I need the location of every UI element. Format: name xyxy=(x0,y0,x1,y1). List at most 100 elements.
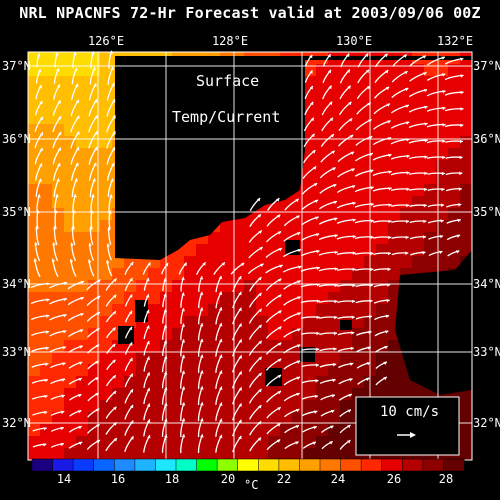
current-arrowhead xyxy=(91,194,95,198)
current-arrowhead xyxy=(334,283,338,288)
sst-cell xyxy=(220,220,233,233)
sst-cell xyxy=(376,244,389,257)
sst-cell xyxy=(40,220,53,233)
colorbar-swatch xyxy=(402,458,424,472)
sst-cell xyxy=(40,316,53,329)
sst-cell xyxy=(88,112,101,125)
current-arrowhead xyxy=(113,438,117,442)
current-arrowhead xyxy=(181,402,186,406)
sst-cell xyxy=(424,76,437,89)
current-arrowhead xyxy=(78,394,82,398)
sst-cell xyxy=(460,100,473,113)
current-arrowhead xyxy=(199,291,204,296)
current-arrowhead xyxy=(313,426,317,430)
sst-cell xyxy=(376,196,389,209)
current-arrowhead xyxy=(332,378,336,383)
sst-cell xyxy=(52,352,65,365)
sst-cell xyxy=(28,400,41,413)
sst-cell xyxy=(64,112,77,125)
sst-cell xyxy=(52,208,65,221)
current-arrowhead xyxy=(347,440,351,444)
sst-cell xyxy=(388,340,401,353)
sst-cell xyxy=(232,244,245,257)
sst-cell xyxy=(100,112,113,125)
sst-cell xyxy=(112,376,125,389)
sst-cell xyxy=(64,412,77,425)
sst-cell xyxy=(52,292,65,305)
current-arrowhead xyxy=(258,372,262,377)
current-arrowhead xyxy=(351,168,355,172)
current-arrowhead xyxy=(298,265,302,270)
sst-cell xyxy=(28,88,41,101)
current-arrowhead xyxy=(311,133,315,138)
current-arrowhead xyxy=(89,226,93,230)
current-arrowhead xyxy=(405,235,409,240)
current-arrowhead xyxy=(112,147,116,151)
colorbar-swatch xyxy=(196,458,218,472)
current-arrowhead xyxy=(297,312,301,316)
sst-cell xyxy=(196,280,209,293)
sst-cell xyxy=(184,268,197,281)
current-arrowhead xyxy=(369,299,373,303)
sst-cell xyxy=(436,124,449,137)
current-arrowhead xyxy=(106,243,111,247)
current-arrowhead xyxy=(406,154,410,159)
sst-cell xyxy=(304,88,317,101)
sst-cell xyxy=(196,388,209,401)
sst-cell xyxy=(388,160,401,173)
current-arrowhead xyxy=(351,331,355,335)
sst-cell xyxy=(268,448,281,461)
sst-cell xyxy=(376,352,389,365)
sst-cell xyxy=(304,304,317,317)
sst-cell xyxy=(340,196,353,209)
sst-cell xyxy=(352,88,365,101)
sst-cell xyxy=(244,448,257,461)
sst-cell xyxy=(220,280,233,293)
current-arrowhead xyxy=(369,152,373,157)
sst-cell xyxy=(244,304,257,317)
sst-cell xyxy=(88,352,101,365)
sst-cell xyxy=(76,448,89,461)
lat-label-34-left: 34°N xyxy=(2,277,31,291)
sst-cell xyxy=(352,100,365,113)
current-arrowhead xyxy=(183,262,187,267)
current-arrowhead xyxy=(346,53,350,58)
lat-label-35-left: 35°N xyxy=(2,205,31,219)
sst-cell xyxy=(64,364,77,377)
current-arrowhead xyxy=(347,409,351,413)
current-arrowhead xyxy=(333,347,337,351)
current-arrowhead xyxy=(405,121,410,125)
current-arrowhead xyxy=(366,362,371,366)
sst-cell xyxy=(340,64,353,77)
sst-cell xyxy=(40,196,53,209)
sst-cell xyxy=(40,244,53,257)
current-arrowhead xyxy=(460,57,464,62)
sst-cell xyxy=(52,112,65,125)
sst-cell xyxy=(376,280,389,293)
sst-cell xyxy=(148,448,161,461)
land-mask xyxy=(115,56,472,395)
sst-cell xyxy=(280,364,293,377)
sst-cell xyxy=(256,232,269,245)
current-arrowhead xyxy=(388,153,392,158)
sst-cell xyxy=(256,220,269,233)
current-arrowhead xyxy=(404,88,409,92)
sst-cell xyxy=(436,64,449,77)
land-area xyxy=(340,320,352,330)
sst-cell xyxy=(64,436,77,449)
current-arrowhead xyxy=(424,138,428,143)
sst-cell xyxy=(460,124,473,137)
sst-cell xyxy=(388,280,401,293)
colorbar-swatch xyxy=(114,458,136,472)
sst-cell xyxy=(88,88,101,101)
current-arrowhead xyxy=(310,101,314,106)
sst-cell xyxy=(316,352,329,365)
current-arrowhead xyxy=(39,132,44,136)
sst-cell xyxy=(124,352,137,365)
sst-cell xyxy=(64,388,77,401)
sst-cell xyxy=(460,172,473,185)
sst-cell xyxy=(208,280,221,293)
sst-cell xyxy=(76,244,89,257)
sst-cell xyxy=(328,424,341,437)
sst-cell xyxy=(304,64,317,77)
